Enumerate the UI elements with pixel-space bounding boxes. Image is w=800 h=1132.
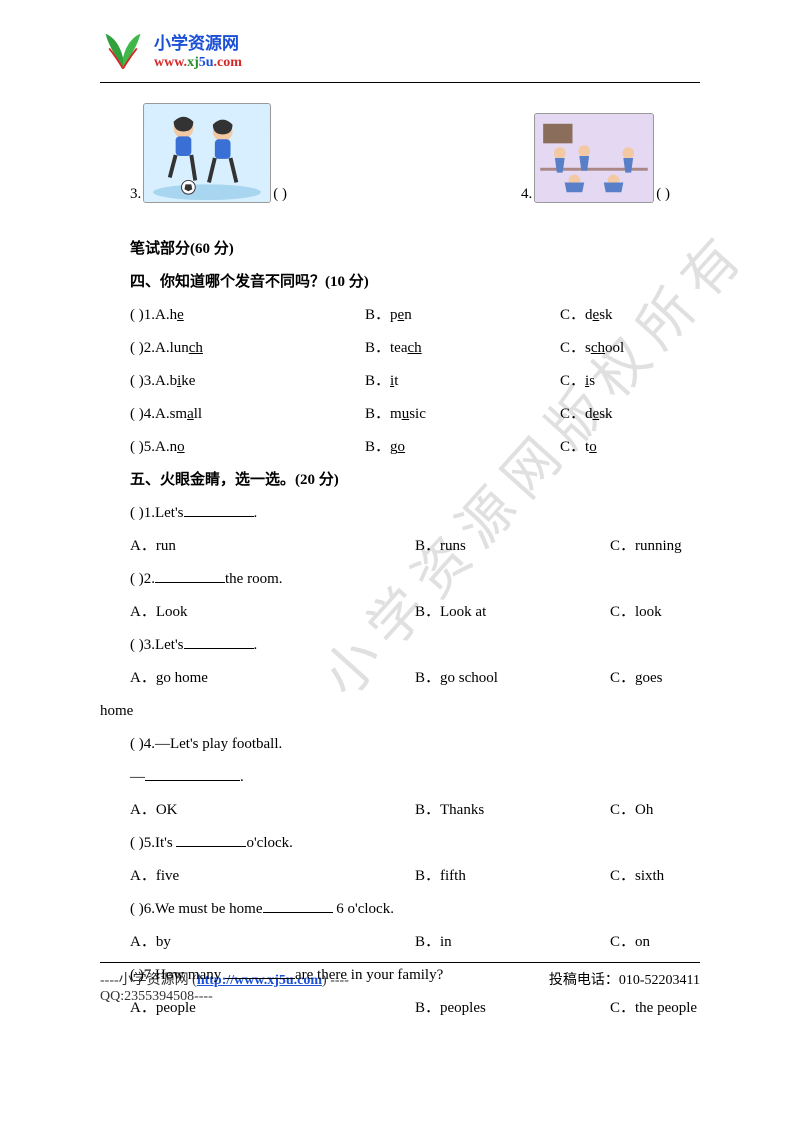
- dance-class-icon: [534, 113, 654, 203]
- pronunciation-row: ( )2.A.lunchB．teachC．school: [130, 332, 700, 365]
- header-title: 小学资源网: [154, 34, 242, 54]
- q3-wrap: home: [100, 695, 700, 728]
- q2-stem: ( )2.the room.: [130, 563, 700, 596]
- page-header: 小学资源网 www.xj5u.com: [100, 30, 700, 83]
- q7-options: A．peopleB．peoplesC．the people: [130, 992, 700, 1025]
- image-item-4: 4. ( ): [521, 113, 670, 203]
- image-row: 3. ( ) 4.: [130, 103, 670, 203]
- q5-stem: ( )5.It's o'clock.: [130, 827, 700, 860]
- header-text: 小学资源网 www.xj5u.com: [154, 34, 242, 71]
- q3-stem: ( )3.Let's.: [130, 629, 700, 662]
- q1-stem: ( )1.Let's.: [130, 497, 700, 530]
- pronunciation-row: ( )1.A.heB．penC．desk: [130, 299, 700, 332]
- q3-number: 3.: [130, 186, 141, 203]
- image-item-3: 3. ( ): [130, 103, 287, 203]
- header-url: www.xj5u.com: [154, 55, 242, 72]
- q4-blank-line: —.: [130, 761, 700, 794]
- q7-stem: ( )7.How many are there in your family?: [130, 959, 700, 992]
- q4-number: 4.: [521, 186, 532, 203]
- q4-stem: ( )4.—Let's play football.: [130, 728, 700, 761]
- leaf-logo-icon: [100, 30, 146, 76]
- q6-options: A．byB．inC．on: [130, 926, 700, 959]
- section5-title: 五、火眼金睛，选一选。(20 分): [130, 464, 700, 497]
- section4-title: 四、你知道哪个发音不同吗？(10 分): [130, 266, 700, 299]
- football-kids-icon: [143, 103, 271, 203]
- pronunciation-row: ( )3.A.bikeB．itC．is: [130, 365, 700, 398]
- pronunciation-row: ( )5.A.noB．goC．to: [130, 431, 700, 464]
- written-section-title: 笔试部分(60 分): [130, 233, 700, 266]
- q5-options: A．fiveB．fifthC．sixth: [130, 860, 700, 893]
- pronunciation-row: ( )4.A.smallB．musicC．desk: [130, 398, 700, 431]
- q6-stem: ( )6.We must be home 6 o'clock.: [130, 893, 700, 926]
- q3-paren: ( ): [273, 186, 287, 203]
- q1-options: A．runB．runsC．running: [130, 530, 700, 563]
- content: 笔试部分(60 分) 四、你知道哪个发音不同吗？(10 分) ( )1.A.he…: [100, 233, 700, 1025]
- q2-options: A．LookB．Look atC．look: [130, 596, 700, 629]
- q4-paren: ( ): [656, 186, 670, 203]
- q3-options: A．go homeB．go schoolC．goes: [130, 662, 700, 695]
- q4-options: A．OKB．ThanksC．Oh: [130, 794, 700, 827]
